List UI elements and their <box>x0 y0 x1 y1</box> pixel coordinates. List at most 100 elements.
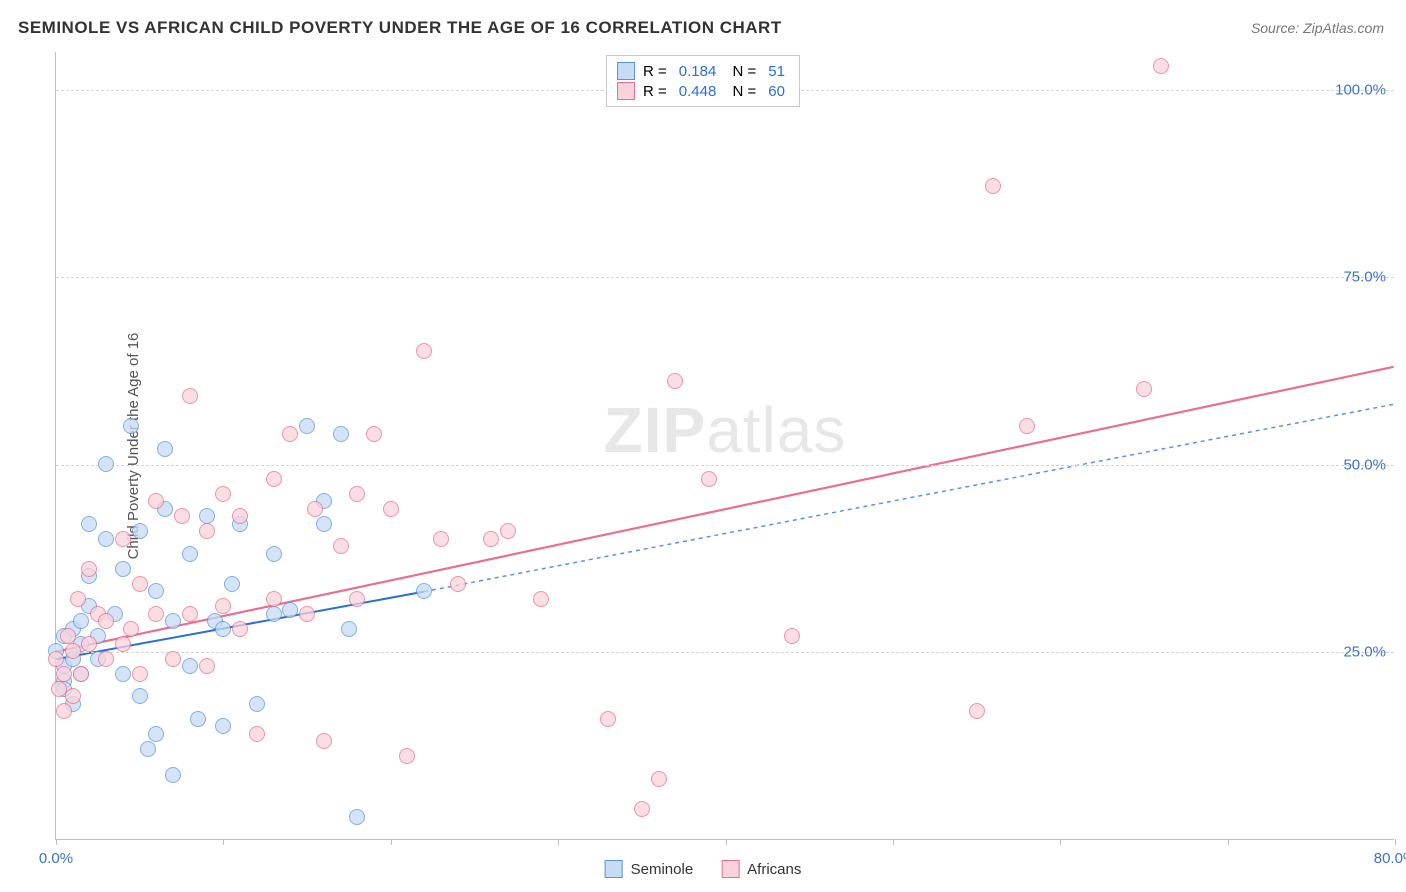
data-point <box>73 613 89 629</box>
data-point <box>701 471 717 487</box>
legend-swatch <box>605 860 623 878</box>
data-point <box>182 388 198 404</box>
data-point <box>1136 381 1152 397</box>
data-point <box>249 726 265 742</box>
data-point <box>232 508 248 524</box>
data-point <box>399 748 415 764</box>
legend-bottom: Seminole Africans <box>605 860 802 878</box>
stats-row: R =0.448 N =60 <box>617 82 789 100</box>
watermark: ZIPatlas <box>604 393 847 467</box>
data-point <box>266 546 282 562</box>
data-point <box>316 733 332 749</box>
data-point <box>190 711 206 727</box>
data-point <box>182 546 198 562</box>
data-point <box>115 561 131 577</box>
data-point <box>634 801 650 817</box>
x-tick-mark <box>558 839 559 845</box>
x-tick-mark <box>56 839 57 845</box>
data-point <box>174 508 190 524</box>
data-point <box>98 613 114 629</box>
gridline-h <box>56 277 1394 278</box>
data-point <box>60 628 76 644</box>
data-point <box>316 516 332 532</box>
data-point <box>132 688 148 704</box>
trend-line <box>424 404 1394 591</box>
legend-swatch <box>617 82 635 100</box>
data-point <box>366 426 382 442</box>
x-tick-label: 80.0% <box>1374 850 1406 867</box>
data-point <box>56 703 72 719</box>
data-point <box>969 703 985 719</box>
data-point <box>383 501 399 517</box>
data-point <box>81 561 97 577</box>
plot-area: ZIPatlas 25.0%50.0%75.0%100.0%0.0%80.0% <box>55 52 1394 840</box>
x-tick-mark <box>223 839 224 845</box>
data-point <box>600 711 616 727</box>
data-point <box>148 493 164 509</box>
data-point <box>341 621 357 637</box>
data-point <box>115 666 131 682</box>
data-point <box>199 508 215 524</box>
data-point <box>349 591 365 607</box>
x-tick-label: 0.0% <box>39 850 73 867</box>
data-point <box>416 343 432 359</box>
data-point <box>307 501 323 517</box>
data-point <box>81 636 97 652</box>
data-point <box>533 591 549 607</box>
data-point <box>667 373 683 389</box>
chart-title: SEMINOLE VS AFRICAN CHILD POVERTY UNDER … <box>18 18 782 38</box>
data-point <box>132 666 148 682</box>
data-point <box>266 471 282 487</box>
stats-legend-box: R =0.184 N =51R =0.448 N =60 <box>606 55 800 107</box>
x-tick-mark <box>893 839 894 845</box>
data-point <box>282 426 298 442</box>
data-point <box>1153 58 1169 74</box>
data-point <box>224 576 240 592</box>
data-point <box>123 621 139 637</box>
trend-lines-layer <box>56 52 1394 839</box>
stat-n-value: 51 <box>768 63 785 80</box>
gridline-h <box>56 652 1394 653</box>
stat-r-label: R = <box>643 63 667 80</box>
data-point <box>98 651 114 667</box>
data-point <box>450 576 466 592</box>
data-point <box>349 809 365 825</box>
legend-item: Africans <box>721 860 801 878</box>
data-point <box>266 606 282 622</box>
data-point <box>182 658 198 674</box>
correlation-chart: SEMINOLE VS AFRICAN CHILD POVERTY UNDER … <box>0 0 1406 892</box>
stat-r-value: 0.448 <box>679 83 717 100</box>
legend-item: Seminole <box>605 860 694 878</box>
data-point <box>123 418 139 434</box>
x-tick-mark <box>1395 839 1396 845</box>
y-tick-label: 25.0% <box>1343 644 1386 661</box>
data-point <box>148 726 164 742</box>
data-point <box>199 658 215 674</box>
x-tick-mark <box>391 839 392 845</box>
data-point <box>299 606 315 622</box>
legend-label: Seminole <box>631 861 694 878</box>
data-point <box>199 523 215 539</box>
data-point <box>115 531 131 547</box>
data-point <box>416 583 432 599</box>
stat-n-label: N = <box>728 63 756 80</box>
data-point <box>65 688 81 704</box>
stat-n-value: 60 <box>768 83 785 100</box>
stat-r-label: R = <box>643 83 667 100</box>
data-point <box>215 598 231 614</box>
data-point <box>215 486 231 502</box>
legend-swatch <box>617 62 635 80</box>
data-point <box>349 486 365 502</box>
data-point <box>98 531 114 547</box>
data-point <box>1019 418 1035 434</box>
data-point <box>165 767 181 783</box>
legend-swatch <box>721 860 739 878</box>
gridline-h <box>56 465 1394 466</box>
data-point <box>165 613 181 629</box>
data-point <box>784 628 800 644</box>
data-point <box>81 516 97 532</box>
source-label: Source: ZipAtlas.com <box>1251 20 1384 36</box>
data-point <box>56 666 72 682</box>
data-point <box>651 771 667 787</box>
stats-row: R =0.184 N =51 <box>617 62 789 80</box>
